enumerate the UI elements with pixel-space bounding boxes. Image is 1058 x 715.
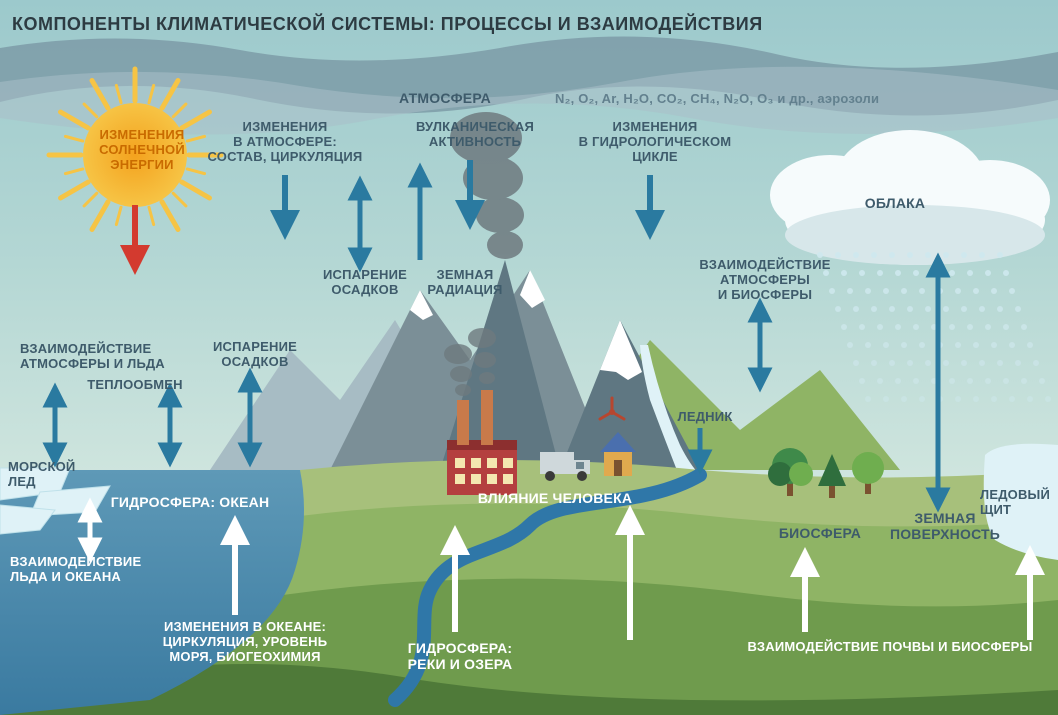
label-atmo_header: АТМОСФЕРА [385, 90, 505, 106]
label-sea_ice: МОРСКОЙЛЕД [8, 460, 98, 490]
label-biosphere: БИОСФЕРА [760, 525, 880, 541]
label-radiation: ЗЕМНАЯРАДИАЦИЯ [410, 268, 520, 298]
label-human: ВЛИЯНИЕ ЧЕЛОВЕКА [455, 490, 655, 506]
label-clouds: ОБЛАКА [835, 195, 955, 211]
label-rivers: ГИДРОСФЕРА:РЕКИ И ОЗЕРА [375, 640, 545, 672]
label-atmo_changes: ИЗМЕНЕНИЯВ АТМОСФЕРЕ:СОСТАВ, ЦИРКУЛЯЦИЯ [200, 120, 370, 165]
label-heat_exch: ТЕПЛООБМЕН [75, 378, 195, 393]
label-soil_bio: ВЗАИМОДЕЙСТВИЕ ПОЧВЫ И БИОСФЕРЫ [720, 640, 1058, 655]
label-sun: ИЗМЕНЕНИЯСОЛНЕЧНОЙЭНЕРГИИ [72, 128, 212, 173]
label-ocean: ГИДРОСФЕРА: ОКЕАН [90, 494, 290, 510]
label-evap1: ИСПАРЕНИЕОСАДКОВ [310, 268, 420, 298]
label-gases: N₂, O₂, Ar, H₂O, CO₂, CH₄, N₂O, O₃ и др.… [555, 92, 915, 107]
label-ocean_changes: ИЗМЕНЕНИЯ В ОКЕАНЕ:ЦИРКУЛЯЦИЯ, УРОВЕНЬМО… [130, 620, 360, 665]
label-atmo_ice: ВЗАИМОДЕЙСТВИЕАТМОСФЕРЫ И ЛЬДА [20, 342, 210, 372]
label-ice_sheet: ЛЕДОВЫЙЩИТ [980, 488, 1058, 518]
label-ice_ocean: ВЗАИМОДЕЙСТВИЕЛЬДА И ОКЕАНА [10, 555, 180, 585]
page-title: КОМПОНЕНТЫ КЛИМАТИЧЕСКОЙ СИСТЕМЫ: ПРОЦЕС… [12, 14, 763, 35]
label-atmo_bio: ВЗАИМОДЕЙСТВИЕАТМОСФЕРЫИ БИОСФЕРЫ [680, 258, 850, 303]
label-hydro_cycle: ИЗМЕНЕНИЯВ ГИДРОЛОГИЧЕСКОМЦИКЛЕ [560, 120, 750, 165]
climate-system-diagram: { "title": "КОМПОНЕНТЫ КЛИМАТИЧЕСКОЙ СИС… [0, 0, 1058, 715]
label-evap2: ИСПАРЕНИЕОСАДКОВ [200, 340, 310, 370]
label-volcano: ВУЛКАНИЧЕСКАЯАКТИВНОСТЬ [395, 120, 555, 150]
label-glacier: ЛЕДНИК [660, 410, 750, 425]
